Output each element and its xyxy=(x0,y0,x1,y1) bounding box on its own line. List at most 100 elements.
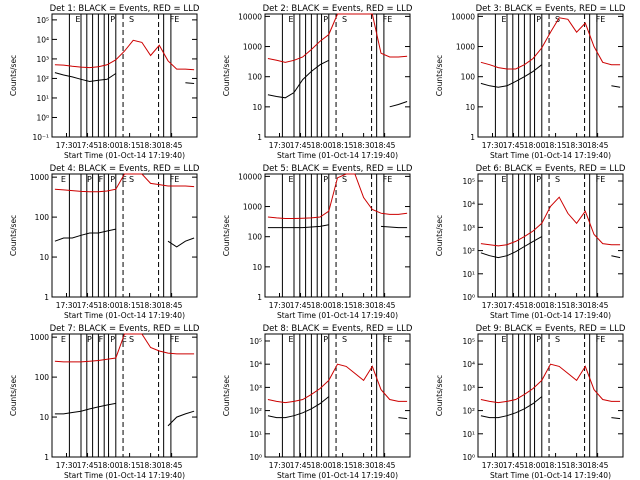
y-tick-label: 10⁰ xyxy=(36,113,49,122)
y-tick-label: 1000 xyxy=(30,333,49,342)
detector-panel-2: Det 2: BLACK = Events, RED = LLD 1 10 100 10… xyxy=(222,4,413,160)
segment-label: E xyxy=(288,175,293,184)
segment-label: FE xyxy=(383,175,393,184)
y-tick-label: 10² xyxy=(462,247,475,256)
y-tick-label: 1000 xyxy=(456,43,475,52)
series-line-events xyxy=(480,236,621,259)
x-tick-label: 17:45 xyxy=(77,301,99,310)
x-tick-label: 18:30 xyxy=(140,141,162,150)
y-tick-label: 10⁵ xyxy=(36,16,49,25)
y-tick-label: 1 xyxy=(44,293,49,302)
series-line-lld xyxy=(267,173,408,219)
segment-label: E xyxy=(61,175,66,184)
segment-label: P xyxy=(323,175,328,184)
y-axis-label: Counts/sec xyxy=(9,215,18,256)
x-tick-label: 18:30 xyxy=(140,461,162,470)
y-tick-label: 10⁵ xyxy=(462,177,475,186)
segment-label: E xyxy=(501,335,506,344)
x-tick-label: 18:30 xyxy=(353,141,375,150)
x-axis-label: Start Time (01-Oct-14 17:19:40) xyxy=(277,311,398,320)
x-tick-label: 18:15 xyxy=(119,461,141,470)
panel-title: Det 2: BLACK = Events, RED = LLD xyxy=(263,4,413,14)
y-axis-label: Counts/sec xyxy=(222,375,231,416)
segment-label: E xyxy=(122,335,127,344)
y-tick-label: 1 xyxy=(44,453,49,462)
y-tick-label: 10¹ xyxy=(462,430,475,439)
y-tick-label: 1000 xyxy=(243,203,262,212)
segment-label: E xyxy=(75,15,80,24)
x-tick-label: 18:45 xyxy=(374,141,396,150)
x-tick-label: 18:30 xyxy=(140,301,162,310)
y-tick-label: 10¹ xyxy=(36,94,49,103)
x-tick-label: 17:30 xyxy=(56,461,78,470)
x-tick-label: 17:30 xyxy=(482,301,504,310)
segment-label: FE xyxy=(596,175,606,184)
series-line-lld xyxy=(267,363,408,404)
x-tick-label: 18:00 xyxy=(524,141,546,150)
x-tick-label: 18:30 xyxy=(566,461,588,470)
y-tick-label: 10⁴ xyxy=(462,200,475,209)
x-tick-label: 17:30 xyxy=(56,141,78,150)
segment-label: E xyxy=(61,335,66,344)
series-line-lld xyxy=(267,13,408,63)
y-tick-label: 10⁰ xyxy=(462,293,475,302)
y-tick-label: 10000 xyxy=(238,172,262,181)
y-tick-label: 100 xyxy=(248,233,263,242)
x-axis-label: Start Time (01-Oct-14 17:19:40) xyxy=(490,471,611,480)
x-tick-label: 17:45 xyxy=(503,141,525,150)
detector-panel-5: Det 5: BLACK = Events, RED = LLD 1 10 100 10… xyxy=(222,164,413,320)
detector-panel-4: Det 4: BLACK = Events, RED = LLD 1 10 100 10… xyxy=(9,164,200,320)
y-tick-label: 10000 xyxy=(238,12,262,21)
y-tick-label: 10 xyxy=(39,253,49,262)
x-tick-label: 18:15 xyxy=(545,301,567,310)
y-tick-label: 10² xyxy=(36,74,49,83)
segment-label: F xyxy=(99,175,104,184)
segment-label: FE xyxy=(170,335,180,344)
detector-panel-8: Det 8: BLACK = Events, RED = LLD 10⁰ 10¹ 10… xyxy=(222,324,413,480)
segment-label: FE xyxy=(596,335,606,344)
y-tick-label: 1 xyxy=(470,133,475,142)
x-axis-label: Start Time (01-Oct-14 17:19:40) xyxy=(277,471,398,480)
x-tick-label: 18:45 xyxy=(374,301,396,310)
y-tick-label: 100 xyxy=(248,73,263,82)
segment-label: FE xyxy=(383,15,393,24)
x-tick-label: 18:45 xyxy=(161,141,183,150)
y-tick-label: 10⁵ xyxy=(462,337,475,346)
series-line-lld xyxy=(480,196,621,247)
y-tick-label: 10² xyxy=(462,407,475,416)
segment-label: S xyxy=(342,175,347,184)
plot-frame xyxy=(477,333,624,458)
detector-panel-3: Det 3: BLACK = Events, RED = LLD 1 10 100 10… xyxy=(435,4,626,160)
y-tick-label: 100 xyxy=(35,213,50,222)
x-tick-label: 18:30 xyxy=(353,301,375,310)
y-tick-label: 1 xyxy=(257,293,262,302)
y-tick-label: 10⁵ xyxy=(249,337,262,346)
y-tick-label: 10⁴ xyxy=(249,360,262,369)
x-tick-label: 17:30 xyxy=(482,461,504,470)
x-tick-label: 18:00 xyxy=(524,301,546,310)
segment-label: P xyxy=(323,15,328,24)
y-tick-label: 1000 xyxy=(243,43,262,52)
x-tick-label: 18:45 xyxy=(161,461,183,470)
segment-label: S xyxy=(129,175,134,184)
x-tick-label: 17:45 xyxy=(503,301,525,310)
segment-label: P xyxy=(323,335,328,344)
series-line-events xyxy=(54,72,195,84)
y-tick-label: 10³ xyxy=(462,223,475,232)
panel-title: Det 1: BLACK = Events, RED = LLD xyxy=(50,4,200,14)
segment-label: P xyxy=(110,335,115,344)
series-line-lld xyxy=(480,17,621,70)
segment-label: FE xyxy=(383,335,393,344)
y-tick-label: 10⁻¹ xyxy=(32,133,49,142)
segment-label: P xyxy=(110,15,115,24)
y-tick-label: 10² xyxy=(249,407,262,416)
series-line-events xyxy=(267,59,408,108)
x-tick-label: 18:00 xyxy=(311,461,333,470)
x-tick-label: 18:00 xyxy=(524,461,546,470)
y-tick-label: 1000 xyxy=(30,173,49,182)
segment-label: E xyxy=(288,335,293,344)
detector-panel-1: Det 1: BLACK = Events, RED = LLD 10⁻¹ 10⁰ 1… xyxy=(9,4,200,160)
x-tick-label: 18:45 xyxy=(587,461,609,470)
plot-frame xyxy=(477,13,624,138)
x-axis-label: Start Time (01-Oct-14 17:19:40) xyxy=(64,151,185,160)
